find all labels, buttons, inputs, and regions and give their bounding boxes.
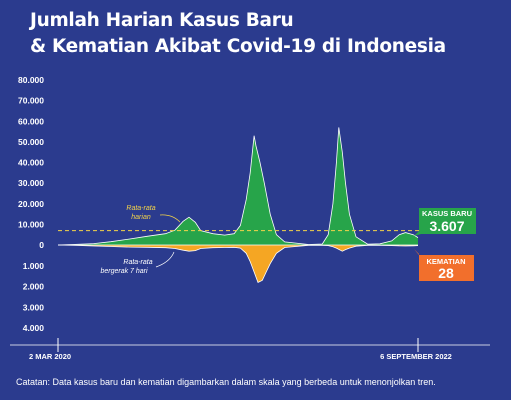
- cases-axis-tick-label: 10.000: [18, 219, 44, 229]
- chart-title-line2: & Kematian Akibat Covid-19 di Indonesia: [30, 36, 446, 57]
- moving-average-label-line2: bergerak 7 hari: [100, 268, 148, 275]
- deaths-axis-tick-label: 1.000: [23, 261, 45, 271]
- cases-axis-tick-label: 0: [39, 240, 44, 250]
- cases-badge-label: KASUS BARU: [422, 209, 472, 218]
- cases-axis-tick-label: 20.000: [18, 199, 44, 209]
- chart-footnote: Catatan: Data kasus baru dan kematian di…: [16, 377, 436, 387]
- cases-area: [58, 127, 418, 245]
- average-label-line1: Rata-rata: [126, 205, 155, 212]
- cases-axis-tick-label: 80.000: [18, 75, 44, 85]
- cases-axis-tick-label: 70.000: [18, 96, 44, 106]
- deaths-badge-label: KEMATIAN: [426, 257, 465, 266]
- moving-average-label-line1: Rata-rata: [123, 259, 152, 266]
- deaths-badge-value: 28: [438, 265, 454, 281]
- x-axis-start-label: 2 MAR 2020: [29, 352, 71, 361]
- cases-badge-value: 3.607: [429, 218, 464, 234]
- deaths-axis-tick-label: 3.000: [23, 302, 45, 312]
- moving-average-annotation: Rata-rata bergerak 7 hari: [100, 251, 175, 275]
- deaths-axis-tick-label: 4.000: [23, 323, 45, 333]
- cases-axis-tick-label: 30.000: [18, 178, 44, 188]
- x-axis-end-label: 6 SEPTEMBER 2022: [380, 352, 452, 361]
- deaths-badge: KEMATIAN 28: [414, 249, 474, 281]
- cases-badge: KASUS BARU 3.607: [414, 208, 476, 236]
- deaths-area: [58, 245, 418, 283]
- deaths-moving-average-line: [57, 244, 419, 283]
- average-label-line2: harian: [131, 214, 151, 221]
- deaths-axis-tick-label: 2.000: [23, 282, 45, 292]
- cases-axis-tick-label: 40.000: [18, 158, 44, 168]
- average-annotation: Rata-rata harian: [126, 205, 181, 223]
- cases-axis-tick-label: 50.000: [18, 137, 44, 147]
- chart-title-line1: Jumlah Harian Kasus Baru: [30, 10, 294, 31]
- cases-moving-average-line: [57, 127, 419, 246]
- cases-axis-tick-label: 60.000: [18, 116, 44, 126]
